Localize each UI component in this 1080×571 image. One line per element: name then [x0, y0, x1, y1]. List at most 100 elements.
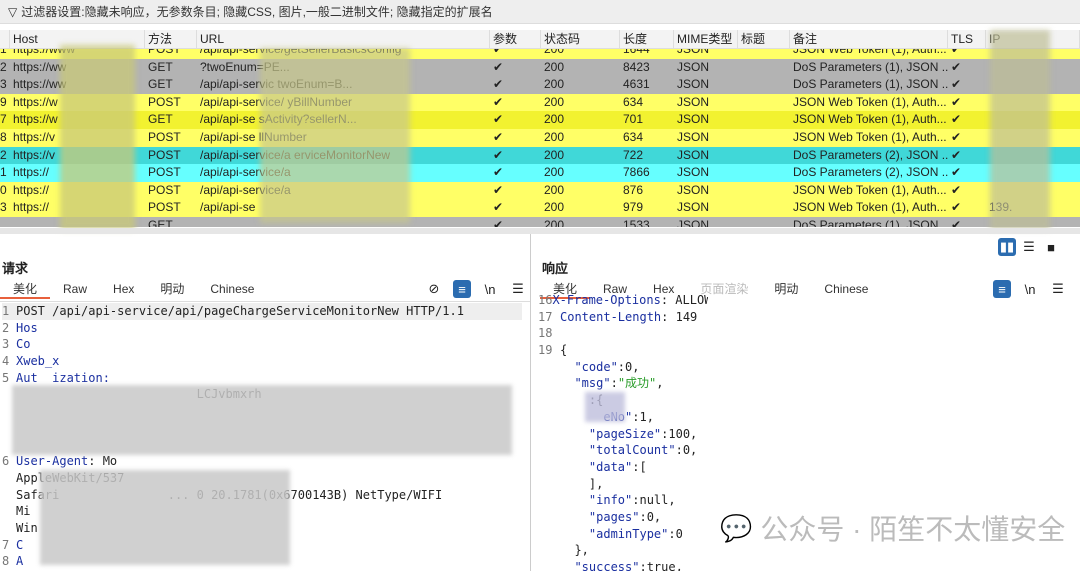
tab-4[interactable]: 明动 — [774, 282, 799, 296]
request-toolbar: ⊘ ≡ \n ☰ — [425, 280, 527, 298]
line-number: 4 — [2, 354, 10, 369]
code-text: : — [610, 376, 618, 391]
column-header[interactable]: MIME类型 — [674, 30, 738, 49]
cell-host: https://w — [13, 94, 58, 109]
filter-text: 过滤器设置:隐藏未响应，无参数条目; 隐藏CSS, 图片,一般二进制文件; 隐藏… — [21, 5, 493, 19]
split-vertical-icon[interactable]: ☰ — [1023, 239, 1035, 254]
cell-note: JSON Web Token (1), Auth... — [793, 49, 947, 56]
pane-divider[interactable] — [0, 228, 1080, 234]
code-text: :100, — [661, 426, 698, 441]
code-line: 1 POST /api/api-service/api/pageChargeSer… — [2, 303, 522, 320]
column-header[interactable]: 参数 — [490, 30, 541, 49]
tab-3[interactable]: 页面渲染 — [700, 282, 749, 296]
line-number — [538, 392, 560, 409]
cell-n: 8 — [0, 129, 7, 144]
cell-mime: JSON — [677, 94, 710, 109]
line-number — [538, 526, 560, 543]
tab-0[interactable]: 美化 — [0, 279, 51, 299]
tab-3[interactable]: 明动 — [160, 282, 185, 296]
request-tabs[interactable]: 美化 Raw Hex 明动 Chinese — [0, 279, 267, 299]
menu-icon[interactable]: ☰ — [1052, 281, 1064, 296]
tab-0[interactable]: 美化 — [540, 279, 591, 299]
cell-note: JSON Web Token (1), Auth... — [793, 94, 947, 109]
table-row[interactable]: 1https://wwwPOST/api/api-service/getSell… — [0, 49, 1080, 59]
cell-host: https://ww — [13, 77, 67, 92]
tab-2[interactable]: Hex — [653, 282, 675, 296]
wrap-icon[interactable]: ≡ — [993, 280, 1011, 298]
table-row[interactable]: 2 https://ww GET ?twoEnum=PE... ✔ 200 8423 JSON… — [0, 58, 1080, 77]
cell-title — [738, 164, 790, 182]
code-key: "totalCount" — [560, 443, 676, 458]
split-horizontal-icon[interactable]: ▮▮ — [998, 238, 1016, 256]
cell-mime: JSON — [677, 217, 710, 227]
column-header[interactable]: URL — [197, 30, 490, 49]
newline-icon[interactable]: \n — [484, 281, 496, 297]
newline-icon[interactable]: \n — [1024, 281, 1036, 297]
single-pane-icon[interactable]: ■ — [1047, 239, 1055, 255]
code-key: "adminType" — [560, 526, 669, 541]
cell-n: 1 — [0, 165, 7, 180]
filter-bar[interactable]: ▽ 过滤器设置:隐藏未响应，无参数条目; 隐藏CSS, 图片,一般二进制文件; … — [0, 0, 1080, 24]
code-key: X-Frame-Options — [552, 293, 661, 307]
cell-host: https://v — [13, 129, 56, 144]
layout-toggle[interactable]: ▮▮ ☰ ■ — [998, 238, 1060, 256]
table-header: Host方法URL参数状态码长度MIME类型标题备注TLSIP — [0, 30, 1080, 49]
table-row[interactable]: GET ✔ 200 1533 JSON DoS Parameters (1), JSON … — [0, 216, 1080, 227]
cell-note: JSON Web Token (1), Auth... — [793, 112, 947, 127]
cell-params: ✔ — [493, 77, 504, 92]
cell-n — [0, 217, 10, 227]
line-number — [2, 503, 16, 520]
table-row[interactable]: 8 https://v POST/api/api-se llNumber ✔ 200 63… — [0, 128, 1080, 147]
cell-n: 3 — [0, 200, 7, 215]
column-header[interactable]: TLS — [948, 30, 986, 49]
tab-4[interactable]: Chinese — [210, 282, 255, 296]
hide-icon[interactable]: ⊘ — [428, 281, 440, 296]
code-line: 4 Xweb_x — [2, 353, 522, 370]
cell-tls: ✔ — [951, 165, 962, 180]
code-key: C — [16, 537, 24, 552]
tab-2[interactable]: Hex — [113, 282, 135, 296]
column-header[interactable]: 长度 — [620, 30, 674, 49]
tab-1[interactable]: Raw — [63, 282, 88, 296]
cell-tls: ✔ — [951, 129, 962, 144]
response-tabs[interactable]: 美化 Raw Hex 页面渲染 明动 Chinese — [540, 279, 881, 299]
column-header[interactable]: 方法 — [145, 30, 197, 49]
http-history-table[interactable]: 1https://wwwPOST/api/api-service/getSell… — [0, 49, 1080, 227]
column-header[interactable]: 标题 — [738, 30, 790, 49]
cell-mime: JSON — [677, 49, 710, 56]
cell-host: https:// — [13, 165, 50, 180]
cell-title — [738, 111, 790, 129]
cell-len: 722 — [623, 147, 644, 162]
wrap-icon[interactable]: ≡ — [453, 280, 471, 298]
column-header[interactable]: 备注 — [790, 30, 948, 49]
column-header[interactable]: Host — [10, 30, 145, 49]
column-header[interactable]: 状态码 — [541, 30, 620, 49]
tab-1[interactable]: Raw — [603, 282, 628, 296]
code-text: : ALLOWALL — [660, 293, 708, 307]
cell-params: ✔ — [493, 49, 504, 56]
table-body: 1https://wwwPOST/api/api-service/getSell… — [0, 49, 1080, 227]
cell-tls: ✔ — [951, 59, 962, 74]
redacted-auth — [12, 385, 512, 455]
cell-method: POST — [148, 129, 181, 144]
request-editor[interactable]: 1 POST /api/api-service/api/pageChargeSer… — [2, 303, 522, 570]
cell-mime: JSON — [677, 112, 710, 127]
column-header[interactable] — [0, 30, 10, 49]
cell-method: POST — [148, 200, 181, 215]
table-row[interactable]: 0 https://POST/api/api-service/a ✔ 200 876 JS… — [0, 181, 1080, 200]
tab-5[interactable]: Chinese — [824, 282, 869, 296]
response-editor[interactable]: 16X-Frame-Options: ALLOWALL17Content-Len… — [538, 292, 708, 571]
vertical-divider[interactable] — [530, 234, 531, 571]
table-row[interactable]: 1 https://POST/api/api-service/a ✔ 200 7866 J… — [0, 164, 1080, 182]
cell-len: 634 — [623, 129, 644, 144]
menu-icon[interactable]: ☰ — [512, 281, 524, 296]
code-text: }, — [560, 543, 589, 558]
code-key: Xweb_x — [16, 354, 60, 369]
cell-tls: ✔ — [951, 147, 962, 162]
table-row[interactable]: 3 https:// POST/api/api-se ✔ 200 979 JSON JSON … — [0, 199, 1080, 217]
cell-method: POST — [148, 49, 181, 56]
